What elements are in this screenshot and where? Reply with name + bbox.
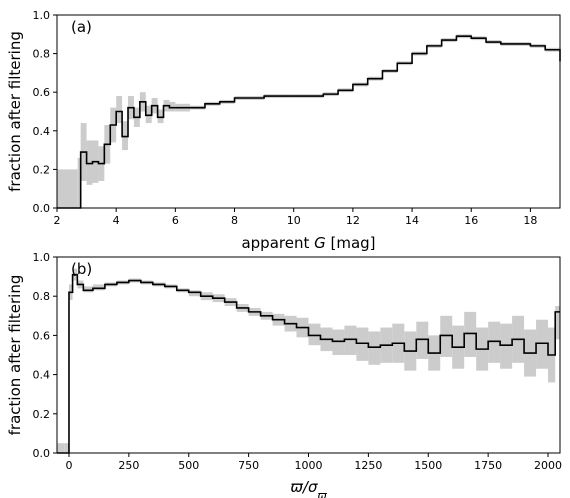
panel-a: 2 4 6 8 10 12 14 16 18 0.0 0.2 0.4 0.6 0.8 1.0 (a) app… xyxy=(6,9,561,252)
ticks-b: 0 250 500 750 1000 1250 1500 1750 2000 0.0 0.2 0.4 0… xyxy=(33,251,563,472)
uncertainty-bin xyxy=(536,319,549,369)
x-tick-label: 500 xyxy=(178,459,199,472)
uncertainty-bin xyxy=(464,311,477,357)
uncertainty-bin xyxy=(83,286,93,293)
x-tick-label: 10 xyxy=(287,214,301,227)
y-tick-label: 0.2 xyxy=(33,163,51,176)
uncertainty-bin xyxy=(77,157,81,208)
x-tick-label: 2000 xyxy=(534,459,562,472)
uncertainty-bin xyxy=(188,290,201,297)
y-tick-label: 1.0 xyxy=(33,251,51,264)
step-line-b xyxy=(57,273,560,454)
uncertainty-bin xyxy=(332,329,345,355)
x-axis-label-a: apparent G [mag] xyxy=(241,234,375,252)
x-tick-label: 1500 xyxy=(414,459,442,472)
y-tick-label: 0.6 xyxy=(33,86,51,99)
ticks-a: 2 4 6 8 10 12 14 16 18 0.0 0.2 0.4 0.6 0.8 1.0 xyxy=(33,9,538,227)
y-tick-label: 0.4 xyxy=(33,369,51,382)
uncertainty-bin xyxy=(500,323,513,369)
x-axis-label-b-sub: ϖ xyxy=(317,489,327,498)
x-tick-label: 14 xyxy=(405,214,419,227)
y-tick-label: 0.4 xyxy=(33,125,51,138)
y-axis-label-a: fraction after filtering xyxy=(6,31,24,192)
uncertainty-bin xyxy=(157,109,164,124)
panel-label-b: (b) xyxy=(71,260,92,278)
uncertainty-bin xyxy=(169,101,176,112)
uncertainty-band-b xyxy=(57,268,560,453)
x-axis-label-b: ϖ/σϖ xyxy=(290,478,327,498)
y-tick-label: 0.0 xyxy=(33,202,51,215)
y-tick-label: 0.8 xyxy=(33,290,51,303)
x-tick-label: 250 xyxy=(118,459,139,472)
y-tick-label: 0.0 xyxy=(33,447,51,460)
uncertainty-bin xyxy=(440,315,453,357)
y-tick-label: 0.6 xyxy=(33,329,51,342)
uncertainty-bin xyxy=(92,284,105,291)
uncertainty-band-a xyxy=(57,34,560,208)
y-tick-label: 0.2 xyxy=(33,408,51,421)
panel-label-a: (a) xyxy=(71,18,92,36)
series-step-line xyxy=(57,35,561,209)
plot-frame-a xyxy=(56,14,561,209)
x-tick-label: 16 xyxy=(464,214,478,227)
y-tick-label: 0.8 xyxy=(33,48,51,61)
x-tick-label: 2 xyxy=(54,214,61,227)
uncertainty-bin xyxy=(416,321,429,359)
uncertainty-bin xyxy=(116,96,123,124)
uncertainty-bin xyxy=(86,140,93,185)
x-axis-label-a-suffix: [mag] xyxy=(326,234,376,252)
uncertainty-bin xyxy=(64,443,69,453)
uncertainty-bin xyxy=(57,443,65,453)
panel-b: 0 250 500 750 1000 1250 1500 1750 2000 0.0 0.2 0.4 0… xyxy=(6,251,562,498)
uncertainty-bin xyxy=(145,105,152,124)
uncertainty-bin xyxy=(555,306,560,340)
uncertainty-bin xyxy=(356,327,369,361)
x-axis-label-b-main: ϖ/σ xyxy=(290,478,318,496)
uncertainty-bin xyxy=(368,331,381,365)
x-tick-label: 18 xyxy=(523,214,537,227)
y-axis-label-b: fraction after filtering xyxy=(6,275,24,436)
x-tick-label: 0 xyxy=(65,459,72,472)
uncertainty-bin xyxy=(488,321,501,363)
uncertainty-bin xyxy=(122,121,129,151)
x-tick-label: 8 xyxy=(231,214,238,227)
x-tick-label: 1250 xyxy=(354,459,382,472)
x-tick-label: 750 xyxy=(238,459,259,472)
x-axis-label-a-italic: G xyxy=(314,234,326,252)
x-tick-label: 6 xyxy=(172,214,179,227)
x-tick-label: 1000 xyxy=(295,459,323,472)
series-step-line xyxy=(57,273,560,454)
x-tick-label: 1750 xyxy=(474,459,502,472)
uncertainty-bin xyxy=(57,169,78,208)
uncertainty-bin xyxy=(308,323,321,346)
uncertainty-bin xyxy=(344,325,357,355)
x-tick-label: 4 xyxy=(113,214,120,227)
x-tick-label: 12 xyxy=(346,214,360,227)
x-axis-label-a-prefix: apparent xyxy=(241,234,314,252)
y-tick-label: 1.0 xyxy=(33,9,51,22)
step-line-a xyxy=(57,35,561,209)
